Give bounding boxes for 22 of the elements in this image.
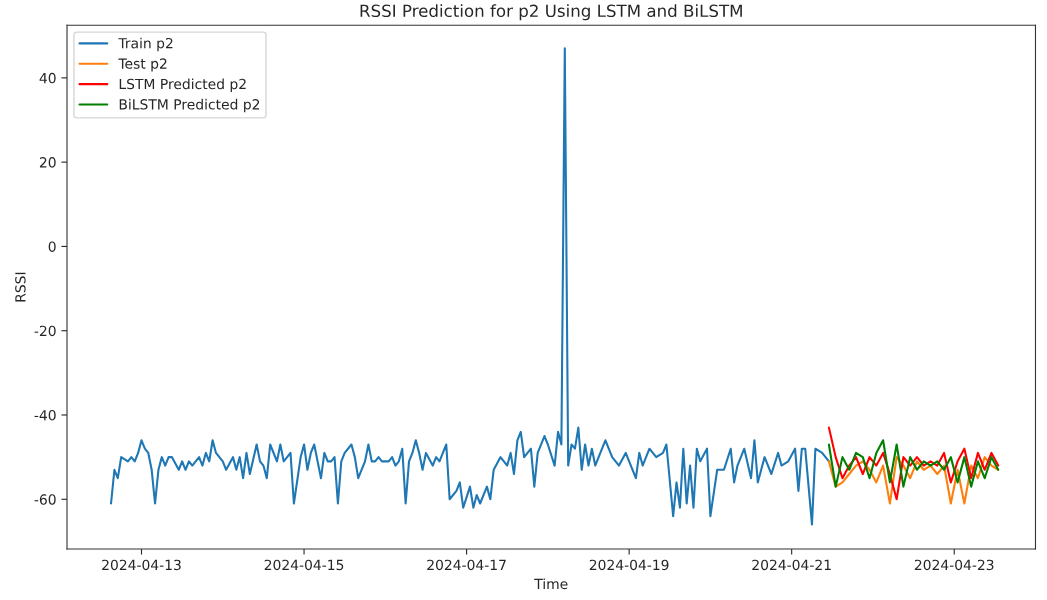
legend-label: Train p2 — [118, 37, 173, 52]
y-tick-label: 20 — [39, 157, 56, 168]
x-tick-label: 2024-04-15 — [264, 559, 344, 571]
line-series — [827, 439, 1000, 488]
line-series — [827, 426, 1000, 501]
x-tick-label: 2024-04-19 — [589, 559, 669, 571]
x-tick-label: 2024-04-23 — [914, 559, 994, 571]
y-tick-label: 0 — [48, 241, 56, 252]
line-series — [827, 456, 1000, 505]
legend-label: LSTM Predicted p2 — [119, 78, 246, 92]
legend-label: Test p2 — [118, 58, 167, 72]
y-axis-title: RSSI — [15, 272, 26, 302]
x-tick-label: 2024-04-21 — [752, 559, 831, 571]
y-tick-label: 40 — [39, 72, 56, 84]
x-tick-label: 2024-04-13 — [102, 559, 181, 571]
y-tick-label: -60 — [34, 494, 56, 505]
y-tick-label: -20 — [34, 325, 56, 337]
x-axis-title: Time — [534, 578, 568, 590]
x-tick-label: 2024-04-17 — [427, 559, 506, 571]
y-tick-label: -40 — [34, 409, 56, 421]
chart-title: RSSI Prediction for p2 Using LSTM and BiLSTM — [360, 4, 742, 21]
legend-label: BiLSTM Predicted p2 — [119, 98, 260, 113]
